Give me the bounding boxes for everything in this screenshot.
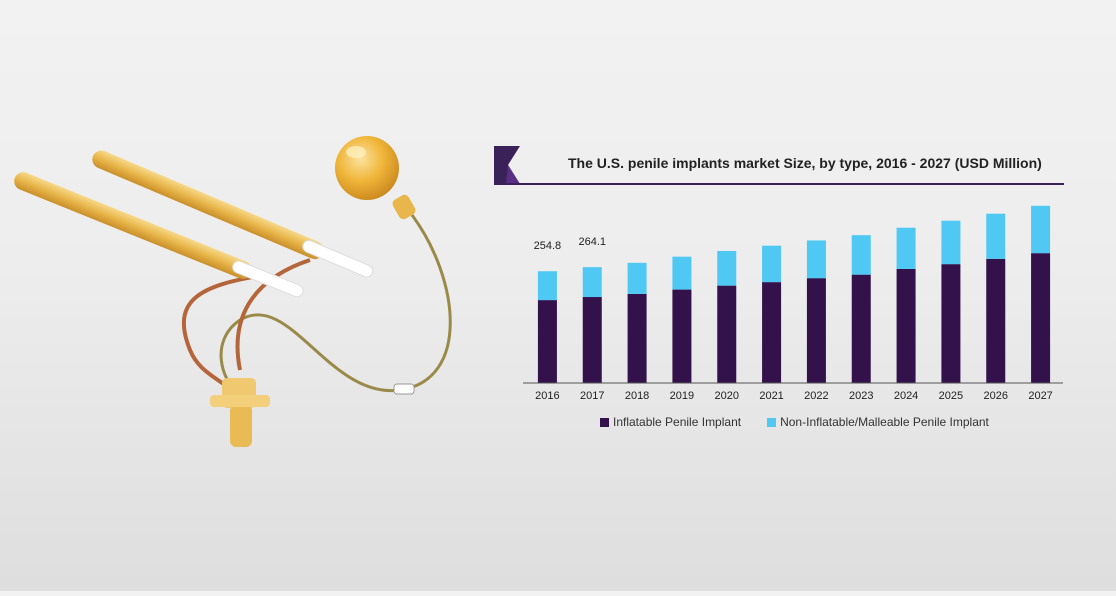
x-tick-label-2016: 2016	[535, 390, 559, 402]
bar-inflatable-2021	[762, 282, 782, 383]
bar-inflatable-2020	[717, 285, 737, 383]
bar-non-inflatable-2023	[851, 235, 871, 275]
bar-inflatable-2023	[851, 274, 871, 383]
bar-non-inflatable-2016	[537, 271, 557, 301]
bar-inflatable-2025	[941, 264, 961, 383]
x-tick-label-2025: 2025	[939, 390, 963, 402]
legend-item-inflatable: Inflatable Penile Implant	[600, 415, 741, 429]
bar-inflatable-2017	[582, 297, 602, 383]
market-size-chart: 2016 2017 2018 2019 2020 2021 2022 2023 2024 2025…	[480, 130, 1080, 450]
x-tick-label-2018: 2018	[625, 390, 649, 402]
bar-inflatable-2018	[627, 293, 647, 383]
bar-non-inflatable-2026	[986, 213, 1006, 259]
x-tick-label-2017: 2017	[580, 390, 604, 402]
x-tick-label-2023: 2023	[849, 390, 873, 402]
bar-non-inflatable-2018	[627, 262, 647, 294]
legend-swatch-non-inflatable	[767, 417, 777, 427]
data-label-2016: 254.8	[534, 240, 562, 252]
x-tick-label-2021: 2021	[759, 390, 783, 402]
bar-non-inflatable-2020	[717, 250, 737, 286]
x-tick-label-2020: 2020	[715, 390, 739, 402]
chart-canvas: 2016 2017 2018 2019 2020 2021 2022 2023 2024 2025…	[523, 205, 1063, 402]
bar-inflatable-2019	[672, 289, 692, 383]
x-tick-label-2024: 2024	[894, 390, 918, 402]
chart-title: The U.S. penile implants market Size, by…	[568, 155, 1042, 171]
bar-non-inflatable-2022	[806, 240, 826, 279]
x-tick-label-2026: 2026	[984, 390, 1008, 402]
x-tick-label-2019: 2019	[670, 390, 694, 402]
legend-item-non-inflatable: Non-Inflatable/Malleable Penile Implant	[767, 415, 989, 429]
bar-inflatable-2016	[537, 300, 557, 383]
legend-label-non-inflatable: Non-Inflatable/Malleable Penile Implant	[780, 415, 989, 429]
bar-non-inflatable-2025	[941, 220, 961, 265]
brand-k-logo-icon	[494, 146, 520, 184]
x-tick-label-2022: 2022	[804, 390, 828, 402]
bar-non-inflatable-2017	[582, 267, 602, 298]
legend-swatch-inflatable	[600, 417, 609, 427]
chart-legend: Inflatable Penile Implant Non-Inflatable…	[600, 415, 989, 429]
bar-non-inflatable-2027	[1031, 205, 1051, 254]
bar-non-inflatable-2021	[762, 245, 782, 283]
implant-device-photo	[0, 0, 470, 591]
legend-label-inflatable: Inflatable Penile Implant	[613, 415, 742, 429]
bar-inflatable-2026	[986, 258, 1006, 383]
bar-inflatable-2022	[806, 278, 826, 383]
x-tick-label-2027: 2027	[1028, 390, 1052, 402]
title-divider	[494, 183, 1064, 185]
bar-inflatable-2024	[896, 268, 916, 383]
data-label-2017: 264.1	[578, 236, 606, 248]
bar-inflatable-2027	[1031, 253, 1051, 383]
bar-non-inflatable-2019	[672, 256, 692, 290]
bar-non-inflatable-2024	[896, 227, 916, 269]
